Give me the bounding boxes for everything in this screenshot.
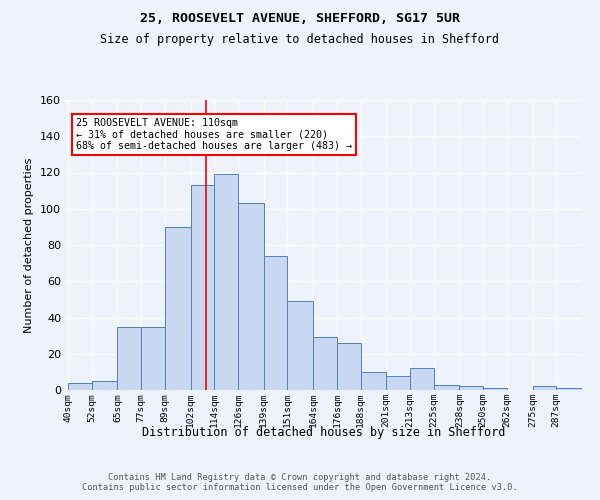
- Bar: [483, 388, 507, 390]
- Bar: [165, 227, 191, 390]
- Bar: [313, 338, 337, 390]
- Bar: [556, 388, 582, 390]
- Text: 25, ROOSEVELT AVENUE, SHEFFORD, SG17 5UR: 25, ROOSEVELT AVENUE, SHEFFORD, SG17 5UR: [140, 12, 460, 26]
- Bar: [287, 301, 313, 390]
- Text: 25 ROOSEVELT AVENUE: 110sqm
← 31% of detached houses are smaller (220)
68% of se: 25 ROOSEVELT AVENUE: 110sqm ← 31% of det…: [76, 118, 352, 152]
- Bar: [337, 343, 361, 390]
- Bar: [238, 204, 264, 390]
- Bar: [214, 174, 238, 390]
- Bar: [118, 326, 141, 390]
- Bar: [264, 256, 287, 390]
- Text: Distribution of detached houses by size in Shefford: Distribution of detached houses by size …: [142, 426, 506, 439]
- Bar: [410, 368, 434, 390]
- Text: Size of property relative to detached houses in Shefford: Size of property relative to detached ho…: [101, 32, 499, 46]
- Bar: [460, 386, 483, 390]
- Bar: [68, 383, 92, 390]
- Y-axis label: Number of detached properties: Number of detached properties: [25, 158, 34, 332]
- Text: Contains HM Land Registry data © Crown copyright and database right 2024.
Contai: Contains HM Land Registry data © Crown c…: [82, 473, 518, 492]
- Bar: [434, 384, 460, 390]
- Bar: [92, 381, 118, 390]
- Bar: [141, 326, 165, 390]
- Bar: [361, 372, 386, 390]
- Bar: [533, 386, 556, 390]
- Bar: [386, 376, 410, 390]
- Bar: [191, 185, 214, 390]
